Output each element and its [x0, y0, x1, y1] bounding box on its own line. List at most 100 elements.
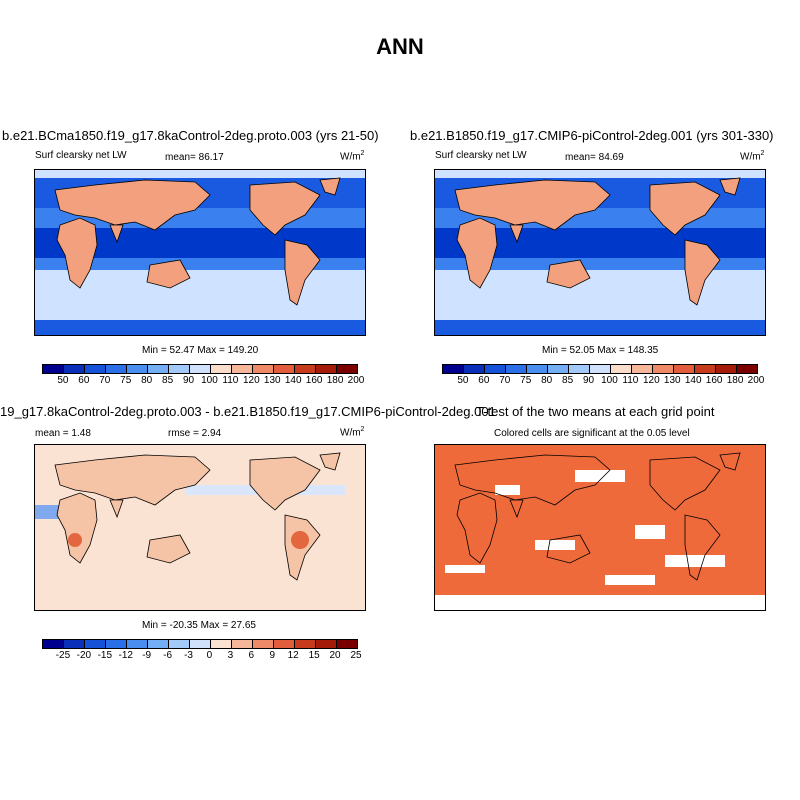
- colorbar-tick-label: 130: [663, 375, 681, 386]
- colorbar-swatch: [316, 640, 337, 648]
- not-significant-area: [445, 565, 485, 573]
- colorbar-tick-label: -12: [118, 650, 133, 661]
- colorbar-swatch: [64, 365, 85, 373]
- panel4-case-title: T-test of the two means at each grid poi…: [476, 404, 715, 419]
- panel1-case-title: b.e21.BCma1850.f19_g17.8kaControl-2deg.p…: [2, 128, 379, 143]
- colorbar-tick-label: 50: [57, 375, 69, 386]
- continent: [109, 499, 124, 519]
- continent: [249, 456, 321, 511]
- colorbar-tick-label: 160: [305, 375, 323, 386]
- continent: [146, 259, 191, 289]
- colorbar-tick-label: -25: [55, 650, 71, 661]
- colorbar-swatch: [632, 365, 653, 373]
- colorbar-swatch: [274, 640, 295, 648]
- colorbar-swatch: [590, 365, 611, 373]
- panel2-colorbar: [442, 364, 758, 374]
- colorbar-swatch: [253, 365, 274, 373]
- panel1-mean-label: mean= 86.17: [165, 152, 224, 163]
- colorbar-tick-label: 70: [499, 375, 511, 386]
- panel3-colorbar: [42, 639, 358, 649]
- colorbar-swatch: [611, 365, 632, 373]
- panel1-minmax: Min = 52.47 Max = 149.20: [142, 345, 259, 356]
- colorbar-tick-label: 110: [222, 375, 239, 386]
- page-title: ANN: [376, 34, 424, 59]
- colorbar-tick-label: -3: [184, 650, 193, 661]
- colorbar-tick-label: 140: [284, 375, 302, 386]
- colorbar-swatch: [316, 365, 337, 373]
- colorbar-tick-label: 140: [684, 375, 702, 386]
- colorbar-tick-label: 110: [622, 375, 639, 386]
- panel1-map: [34, 169, 366, 336]
- colorbar-tick-label: 90: [182, 375, 195, 386]
- colorbar-swatch: [43, 365, 64, 373]
- colorbar-swatch: [232, 365, 253, 373]
- colorbar-tick-label: 6: [248, 650, 255, 661]
- colorbar-tick-label: 130: [263, 375, 281, 386]
- colorbar-swatch: [106, 640, 127, 648]
- colorbar-tick-label: -6: [163, 650, 173, 661]
- colorbar-swatch: [148, 640, 169, 648]
- colorbar-swatch: [211, 365, 232, 373]
- colorbar-tick-label: -9: [142, 650, 152, 661]
- colorbar-swatch: [674, 365, 695, 373]
- colorbar-swatch: [169, 640, 190, 648]
- not-significant-area: [665, 555, 725, 567]
- colorbar-tick-label: 70: [99, 375, 111, 386]
- colorbar-tick-label: 75: [120, 375, 132, 386]
- colorbar-swatch: [443, 365, 464, 373]
- panel2-map: [434, 169, 766, 336]
- positive-anomaly: [291, 531, 309, 549]
- colorbar-swatch: [295, 365, 316, 373]
- colorbar-tick-label: 180: [726, 375, 744, 386]
- continent: [249, 181, 321, 236]
- subtropic-band-s: [435, 258, 765, 270]
- colorbar-swatch: [127, 365, 148, 373]
- colorbar-tick-label: 25: [350, 650, 362, 661]
- continent: [54, 179, 211, 231]
- colorbar-swatch: [527, 365, 548, 373]
- colorbar-swatch: [232, 640, 253, 648]
- continent-outline: [509, 499, 524, 519]
- panel3-minmax: Min = -20.35 Max = 27.65: [142, 620, 256, 631]
- colorbar-tick-label: 80: [141, 375, 153, 386]
- colorbar-swatch: [506, 365, 527, 373]
- colorbar-swatch: [169, 365, 190, 373]
- colorbar-tick-label: 12: [287, 650, 299, 661]
- panel2-variable-label: Surf clearsky net LW: [435, 150, 527, 161]
- colorbar-swatch: [653, 365, 674, 373]
- subtropic-band-s: [35, 258, 365, 270]
- colorbar-tick-label: 9: [269, 650, 276, 661]
- colorbar-swatch: [274, 365, 295, 373]
- colorbar-tick-label: 100: [601, 375, 618, 386]
- continent: [109, 224, 124, 244]
- not-significant-area: [605, 575, 655, 585]
- colorbar-swatch: [737, 365, 757, 373]
- continent: [684, 239, 721, 306]
- panel3-map-svg: [35, 445, 365, 610]
- panel3-rmse-label: rmse = 2.94: [168, 428, 222, 439]
- colorbar-tick-label: -20: [76, 650, 92, 661]
- panel2-minmax: Min = 52.05 Max = 148.35: [542, 345, 659, 356]
- panel1-variable-label: Surf clearsky net LW: [35, 150, 127, 161]
- panel4-map-svg: [435, 445, 765, 595]
- panel2-units: W/m2: [740, 150, 765, 163]
- continent: [719, 177, 741, 196]
- colorbar-swatch: [148, 365, 169, 373]
- positive-anomaly: [68, 533, 82, 547]
- continent: [649, 181, 721, 236]
- continent: [456, 217, 498, 289]
- colorbar-swatch: [337, 365, 357, 373]
- continent: [54, 454, 211, 506]
- colorbar-swatch: [64, 640, 85, 648]
- panel4-subtitle: Colored cells are significant at the 0.0…: [494, 428, 690, 439]
- colorbar-tick-label: 200: [747, 375, 765, 386]
- colorbar-tick-label: 85: [162, 375, 174, 386]
- colorbar-swatch: [253, 640, 274, 648]
- colorbar-tick-label: 60: [78, 375, 90, 386]
- continent: [284, 239, 321, 306]
- colorbar-tick-label: 60: [478, 375, 490, 386]
- colorbar-tick-label: 75: [520, 375, 532, 386]
- panel1-units: W/m2: [340, 150, 365, 163]
- panel3-case-title: 19_g17.8kaControl-2deg.proto.003 - b.e21…: [0, 404, 496, 419]
- panel1-map-svg: [35, 170, 365, 335]
